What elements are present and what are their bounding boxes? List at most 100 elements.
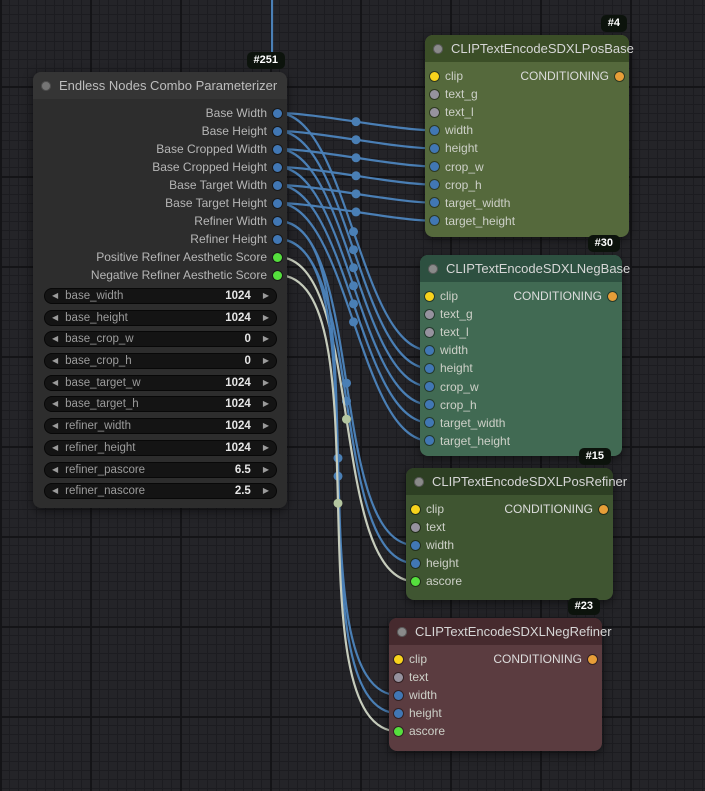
- decrement-arrow-icon[interactable]: ◀: [52, 334, 59, 344]
- link-midpoint-dot[interactable]: [349, 281, 358, 291]
- node-titlebar[interactable]: CLIPTextEncodeSDXLPosRefiner: [406, 468, 627, 495]
- input-socket-target_height[interactable]: [425, 436, 434, 446]
- widget-stepper-refiner_width[interactable]: ◀ refiner_width 1024 ▶: [44, 418, 277, 435]
- link-midpoint-dot[interactable]: [351, 171, 361, 181]
- widget-stepper-base_width[interactable]: ◀ base_width 1024 ▶: [44, 288, 277, 304]
- input-socket-clip[interactable]: [430, 71, 439, 81]
- increment-arrow-icon[interactable]: ▶: [262, 334, 269, 344]
- link-midpoint-dot[interactable]: [349, 317, 358, 327]
- decrement-arrow-icon[interactable]: ◀: [52, 486, 59, 496]
- link-midpoint-dot[interactable]: [351, 207, 361, 217]
- output-socket-conditioning[interactable]: [588, 654, 597, 664]
- input-socket-crop_h[interactable]: [430, 180, 439, 190]
- increment-arrow-icon[interactable]: ▶: [262, 399, 269, 409]
- link-midpoint-dot[interactable]: [351, 153, 361, 163]
- link-midpoint-dot[interactable]: [351, 135, 361, 145]
- node-titlebar[interactable]: CLIPTextEncodeSDXLNegBase: [420, 255, 630, 282]
- collapse-dot-icon[interactable]: [428, 263, 438, 274]
- input-socket-width[interactable]: [430, 125, 439, 135]
- input-socket-ascore[interactable]: [411, 576, 420, 586]
- node-cliptextencodesdxlposrefiner[interactable]: #15 CLIPTextEncodeSDXLPosRefiner clip CO…: [406, 448, 627, 600]
- widget-stepper-refiner_nascore[interactable]: ◀ refiner_nascore 2.5 ▶: [44, 483, 277, 500]
- input-socket-clip[interactable]: [425, 291, 434, 301]
- node-endless-combo-parameterizer[interactable]: #251 Endless Nodes Combo Parameterizer B…: [33, 52, 287, 508]
- widget-stepper-base_target_w[interactable]: ◀ base_target_w 1024 ▶: [44, 374, 277, 391]
- input-socket-height[interactable]: [411, 558, 420, 568]
- increment-arrow-icon[interactable]: ▶: [262, 312, 269, 322]
- link-midpoint-dot[interactable]: [349, 245, 358, 255]
- input-socket-text_l[interactable]: [425, 327, 434, 337]
- increment-arrow-icon[interactable]: ▶: [262, 442, 269, 452]
- decrement-arrow-icon[interactable]: ◀: [52, 291, 59, 300]
- output-socket-conditioning[interactable]: [615, 71, 624, 81]
- output-socket-conditioning[interactable]: [608, 291, 617, 301]
- node-titlebar[interactable]: CLIPTextEncodeSDXLPosBase: [425, 35, 634, 62]
- input-socket-width[interactable]: [425, 345, 434, 355]
- input-socket-height[interactable]: [394, 708, 403, 718]
- input-socket-ascore[interactable]: [394, 726, 403, 736]
- input-socket-text_g[interactable]: [430, 89, 439, 99]
- node-cliptextencodesdxlnegrefiner[interactable]: #23 CLIPTextEncodeSDXLNegRefiner clip CO…: [389, 598, 612, 751]
- input-socket-target_height[interactable]: [430, 216, 439, 226]
- link-midpoint-dot[interactable]: [349, 299, 358, 309]
- link-midpoint-dot[interactable]: [333, 498, 343, 508]
- collapse-dot-icon[interactable]: [433, 43, 443, 54]
- collapse-dot-icon[interactable]: [41, 80, 51, 91]
- input-socket-clip[interactable]: [411, 504, 420, 514]
- input-socket-target_width[interactable]: [430, 198, 439, 208]
- increment-arrow-icon[interactable]: ▶: [262, 291, 269, 300]
- input-socket-width[interactable]: [411, 540, 420, 550]
- output-socket-refiner-height[interactable]: [273, 234, 282, 244]
- widget-stepper-base_target_h[interactable]: ◀ base_target_h 1024 ▶: [44, 396, 277, 413]
- input-socket-target_width[interactable]: [425, 418, 434, 428]
- decrement-arrow-icon[interactable]: ◀: [52, 377, 59, 387]
- link-midpoint-dot[interactable]: [351, 189, 361, 199]
- link-midpoint-dot[interactable]: [349, 263, 359, 273]
- increment-arrow-icon[interactable]: ▶: [262, 421, 269, 431]
- input-socket-text[interactable]: [411, 522, 420, 532]
- decrement-arrow-icon[interactable]: ◀: [52, 399, 59, 409]
- node-titlebar[interactable]: CLIPTextEncodeSDXLNegRefiner: [389, 618, 612, 645]
- widget-stepper-refiner_height[interactable]: ◀ refiner_height 1024 ▶: [44, 439, 277, 456]
- input-socket-text[interactable]: [394, 672, 403, 682]
- output-socket-base-cropped-height[interactable]: [273, 162, 282, 172]
- input-socket-clip[interactable]: [394, 654, 403, 664]
- output-socket-base-target-height[interactable]: [273, 198, 282, 208]
- link-midpoint-dot[interactable]: [342, 414, 351, 424]
- output-socket-base-cropped-width[interactable]: [273, 144, 282, 154]
- widget-stepper-base_crop_h[interactable]: ◀ base_crop_h 0 ▶: [44, 353, 277, 370]
- input-socket-text_l[interactable]: [430, 107, 439, 117]
- output-socket-positive-refiner-aesthetic-score[interactable]: [273, 252, 282, 262]
- input-socket-text_g[interactable]: [425, 309, 434, 319]
- input-socket-crop_h[interactable]: [425, 400, 434, 410]
- link-midpoint-dot[interactable]: [351, 117, 361, 127]
- collapse-dot-icon[interactable]: [397, 626, 407, 637]
- increment-arrow-icon[interactable]: ▶: [262, 486, 269, 496]
- decrement-arrow-icon[interactable]: ◀: [52, 442, 59, 452]
- collapse-dot-icon[interactable]: [414, 476, 424, 487]
- widget-stepper-base_height[interactable]: ◀ base_height 1024 ▶: [44, 309, 277, 326]
- output-socket-base-width[interactable]: [273, 108, 282, 118]
- input-socket-height[interactable]: [425, 363, 434, 373]
- output-socket-conditioning[interactable]: [599, 504, 608, 514]
- decrement-arrow-icon[interactable]: ◀: [52, 421, 59, 431]
- output-socket-base-target-width[interactable]: [273, 180, 282, 190]
- node-cliptextencodesdxlnegbase[interactable]: #30 CLIPTextEncodeSDXLNegBase clip CONDI…: [420, 235, 630, 456]
- output-socket-negative-refiner-aesthetic-score[interactable]: [273, 270, 282, 280]
- increment-arrow-icon[interactable]: ▶: [262, 377, 269, 387]
- decrement-arrow-icon[interactable]: ◀: [52, 356, 59, 366]
- increment-arrow-icon[interactable]: ▶: [262, 464, 269, 474]
- decrement-arrow-icon[interactable]: ◀: [52, 464, 59, 474]
- node-cliptextencodesdxlposbase[interactable]: #4 CLIPTextEncodeSDXLPosBase clip CONDIT…: [425, 15, 634, 237]
- node-titlebar[interactable]: Endless Nodes Combo Parameterizer: [33, 72, 287, 99]
- output-socket-refiner-width[interactable]: [273, 216, 282, 226]
- input-socket-crop_w[interactable]: [425, 382, 434, 392]
- widget-stepper-base_crop_w[interactable]: ◀ base_crop_w 0 ▶: [44, 331, 277, 348]
- input-socket-width[interactable]: [394, 690, 403, 700]
- input-socket-height[interactable]: [430, 143, 439, 153]
- decrement-arrow-icon[interactable]: ◀: [52, 312, 59, 322]
- output-socket-base-height[interactable]: [273, 126, 282, 136]
- input-socket-crop_w[interactable]: [430, 162, 439, 172]
- link-midpoint-dot[interactable]: [349, 227, 359, 237]
